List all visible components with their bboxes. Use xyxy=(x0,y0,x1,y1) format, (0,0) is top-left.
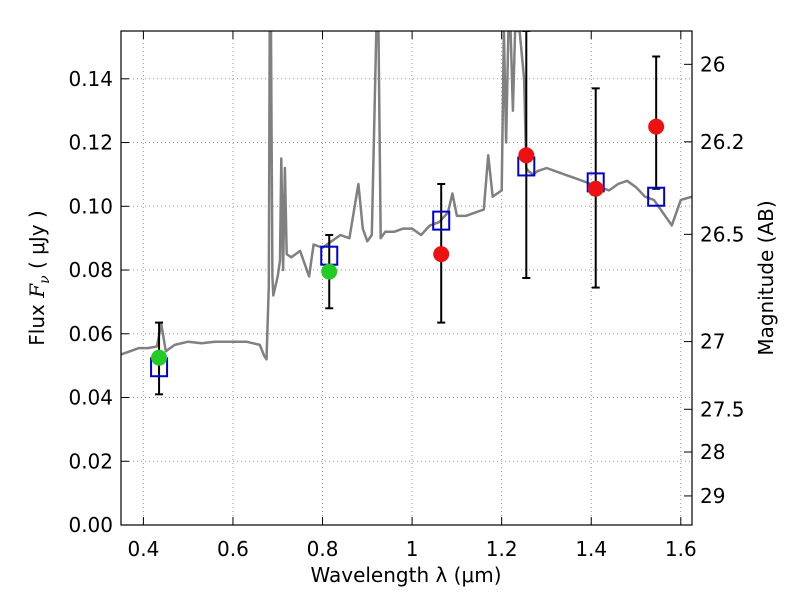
y2-tick-label: 26.2 xyxy=(700,130,745,154)
x-tick-label: 1.6 xyxy=(665,537,697,561)
hst-detection-point xyxy=(151,349,168,366)
y-tick-label: 0.10 xyxy=(68,194,113,218)
x-tick-label: 1 xyxy=(406,537,419,561)
axis-ticks: 0.4 0.6 0.8 1 1.2 1.4 1.6 0.00 0.02 0.04 0.06 0.08 0… xyxy=(68,31,745,561)
y2-tick-label: 28 xyxy=(700,440,725,464)
model-spectrum-line xyxy=(121,31,692,361)
y-axis-title-symbol: F xyxy=(25,283,49,299)
grid-lines xyxy=(121,31,692,526)
x-tick-label: 0.6 xyxy=(217,537,249,561)
x-tick-label: 0.4 xyxy=(127,537,159,561)
y-tick-label: 0.04 xyxy=(68,386,113,410)
model-photometry-point xyxy=(647,186,666,207)
x-axis-title: Wavelength λ (μm) xyxy=(310,563,501,587)
plot-frame xyxy=(120,30,693,526)
y-tick-label: 0.02 xyxy=(68,449,113,473)
y-tick-label: 0.14 xyxy=(68,67,113,91)
y2-tick-label: 26 xyxy=(700,52,725,76)
ir-detection-point xyxy=(587,180,604,197)
y-axis-title-subscript: ν xyxy=(37,275,53,284)
x-tick-label: 0.8 xyxy=(307,537,339,561)
ir-detection-point xyxy=(433,246,450,263)
x-tick-label: 1.4 xyxy=(575,537,607,561)
y2-tick-label: 27 xyxy=(700,330,725,354)
model-photometry-point xyxy=(432,210,451,231)
y-axis-title: Flux Fν ( μJy ) xyxy=(25,210,53,345)
y-tick-label: 0.00 xyxy=(68,513,113,537)
y2-tick-label: 26.5 xyxy=(700,222,745,246)
y-axis-title-unit: ( μJy ) xyxy=(25,210,49,275)
y2-axis-title: Magnitude (AB) xyxy=(754,200,778,355)
hst-detection-point xyxy=(321,263,338,280)
plot-area xyxy=(121,31,692,396)
y-tick-label: 0.08 xyxy=(68,258,113,282)
ir-detection-point xyxy=(648,118,665,135)
y2-tick-label: 29 xyxy=(700,484,725,508)
y-tick-label: 0.12 xyxy=(68,131,113,155)
y2-tick-label: 27.5 xyxy=(700,397,745,421)
x-tick-label: 1.2 xyxy=(486,537,518,561)
ir-detection-point xyxy=(518,147,535,164)
y-tick-label: 0.06 xyxy=(68,322,113,346)
